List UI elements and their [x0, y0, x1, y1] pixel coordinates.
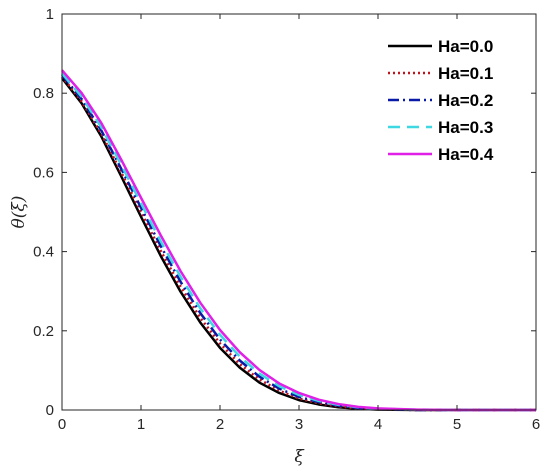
legend-label-0: Ha=0.0	[438, 37, 493, 56]
legend-label-2: Ha=0.2	[438, 91, 493, 110]
x-tick-label: 3	[295, 416, 303, 433]
y-tick-label: 0.6	[33, 164, 54, 181]
y-tick-label: 0.4	[33, 244, 54, 261]
y-tick-label: 0.8	[33, 85, 54, 102]
x-tick-label: 5	[453, 416, 461, 433]
y-tick-label: 0.2	[33, 323, 54, 340]
legend-label-4: Ha=0.4	[438, 145, 494, 164]
x-tick-label: 0	[58, 416, 66, 433]
legend-box	[380, 34, 530, 190]
x-axis-label: ξ	[294, 447, 305, 467]
legend-label-1: Ha=0.1	[438, 64, 493, 83]
legend: Ha=0.0 Ha=0.1 Ha=0.2 Ha=0.3 Ha=0.4	[380, 34, 530, 190]
x-tick-label: 2	[216, 416, 224, 433]
y-axis-label: θ(ξ)	[9, 196, 29, 229]
series-line-4	[61, 69, 536, 412]
ticks-layer: 0 1 2 3 4 5 6 0 0.2 0.4 0.6 0.8 1	[33, 6, 540, 433]
y-tick-label: 1	[46, 6, 54, 23]
y-tick-label: 0	[46, 402, 54, 419]
x-tick-label: 1	[137, 416, 145, 433]
x-tick-label: 4	[374, 416, 382, 433]
legend-label-3: Ha=0.3	[438, 118, 493, 137]
x-tick-label: 6	[532, 416, 540, 433]
